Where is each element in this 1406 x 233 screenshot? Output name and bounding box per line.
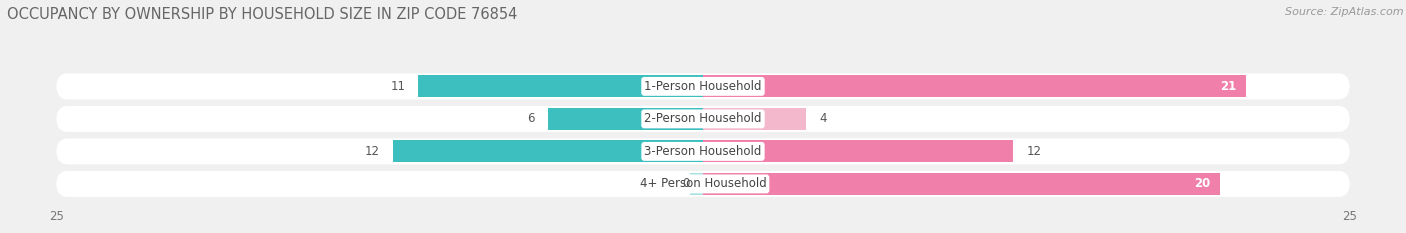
Text: 4+ Person Household: 4+ Person Household (640, 177, 766, 190)
Text: Source: ZipAtlas.com: Source: ZipAtlas.com (1285, 7, 1403, 17)
Text: 4: 4 (820, 112, 827, 125)
Bar (419, 75, 703, 97)
FancyBboxPatch shape (56, 138, 1350, 164)
Text: 12: 12 (364, 145, 380, 158)
Text: 3-Person Household: 3-Person Household (644, 145, 762, 158)
Text: 21: 21 (1219, 80, 1236, 93)
FancyBboxPatch shape (56, 106, 1350, 132)
Bar (690, 173, 703, 195)
FancyBboxPatch shape (56, 171, 1350, 197)
Text: 0: 0 (683, 177, 690, 190)
Text: 1-Person Household: 1-Person Household (644, 80, 762, 93)
Bar (703, 75, 1246, 97)
Text: 11: 11 (391, 80, 405, 93)
Text: 6: 6 (527, 112, 534, 125)
FancyBboxPatch shape (56, 73, 1350, 99)
Bar (703, 108, 807, 130)
Text: 20: 20 (1194, 177, 1211, 190)
Text: 2-Person Household: 2-Person Household (644, 112, 762, 125)
Bar (548, 108, 703, 130)
Bar (392, 140, 703, 162)
Text: OCCUPANCY BY OWNERSHIP BY HOUSEHOLD SIZE IN ZIP CODE 76854: OCCUPANCY BY OWNERSHIP BY HOUSEHOLD SIZE… (7, 7, 517, 22)
Bar (703, 140, 1014, 162)
Text: 12: 12 (1026, 145, 1042, 158)
Bar (703, 173, 1220, 195)
